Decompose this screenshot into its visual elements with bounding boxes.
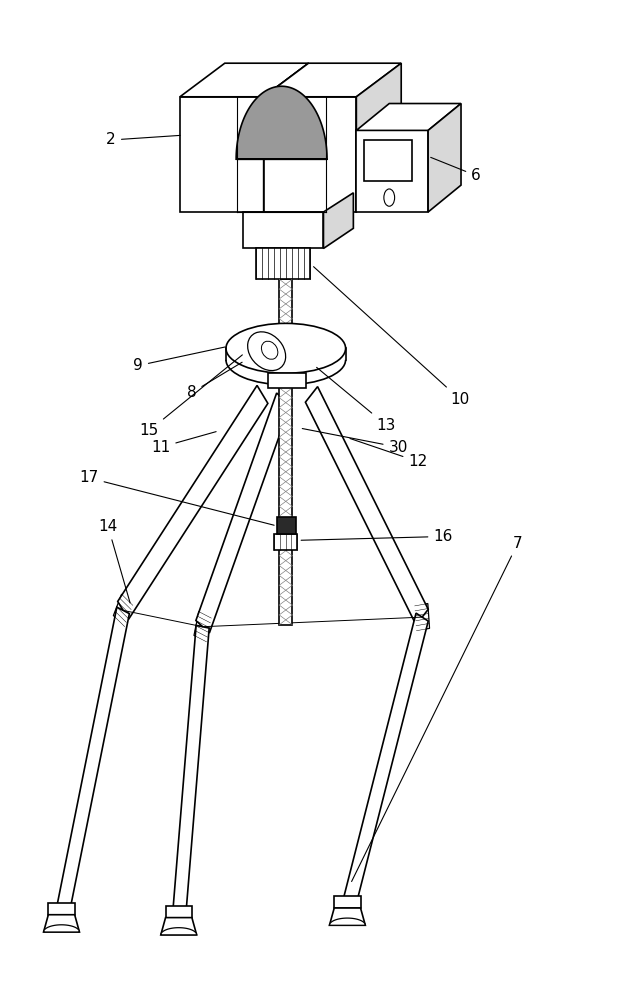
Polygon shape xyxy=(172,625,209,922)
Polygon shape xyxy=(277,517,296,534)
Polygon shape xyxy=(364,140,412,181)
Polygon shape xyxy=(118,385,268,619)
Text: 2: 2 xyxy=(107,132,180,147)
Ellipse shape xyxy=(247,332,286,371)
Text: 6: 6 xyxy=(430,157,481,183)
Text: 13: 13 xyxy=(316,367,396,433)
Polygon shape xyxy=(264,97,356,212)
Polygon shape xyxy=(180,97,264,212)
Polygon shape xyxy=(356,130,428,212)
Text: 9: 9 xyxy=(133,347,225,373)
Polygon shape xyxy=(264,63,401,97)
Polygon shape xyxy=(161,918,197,935)
Polygon shape xyxy=(196,393,290,633)
Text: 11: 11 xyxy=(151,432,216,455)
Text: 8: 8 xyxy=(187,362,242,400)
Bar xyxy=(113,594,133,627)
Polygon shape xyxy=(305,387,428,625)
Polygon shape xyxy=(161,928,197,935)
Polygon shape xyxy=(341,613,428,915)
Bar xyxy=(415,604,429,631)
Polygon shape xyxy=(236,86,327,159)
Polygon shape xyxy=(323,193,353,248)
Polygon shape xyxy=(49,903,75,915)
Text: 15: 15 xyxy=(139,355,242,438)
Polygon shape xyxy=(356,104,461,130)
Polygon shape xyxy=(356,63,401,212)
Polygon shape xyxy=(44,925,80,932)
Polygon shape xyxy=(428,104,461,212)
Text: 30: 30 xyxy=(302,429,408,455)
Text: 14: 14 xyxy=(98,519,130,603)
Polygon shape xyxy=(279,279,292,625)
Ellipse shape xyxy=(262,341,278,359)
Text: 12: 12 xyxy=(350,438,427,469)
Text: 7: 7 xyxy=(351,536,523,882)
Polygon shape xyxy=(274,534,297,550)
Polygon shape xyxy=(264,63,308,212)
Polygon shape xyxy=(257,248,310,279)
Text: 17: 17 xyxy=(79,470,274,525)
Polygon shape xyxy=(180,63,308,97)
Polygon shape xyxy=(334,896,361,908)
Polygon shape xyxy=(330,918,365,925)
Text: 10: 10 xyxy=(313,267,470,407)
Polygon shape xyxy=(268,373,305,388)
Polygon shape xyxy=(330,908,365,925)
Text: 16: 16 xyxy=(301,529,453,544)
Polygon shape xyxy=(166,906,192,918)
Circle shape xyxy=(384,189,394,206)
Polygon shape xyxy=(44,915,80,932)
Polygon shape xyxy=(55,607,130,921)
Bar xyxy=(194,612,211,642)
Ellipse shape xyxy=(226,323,346,373)
Polygon shape xyxy=(243,212,323,248)
